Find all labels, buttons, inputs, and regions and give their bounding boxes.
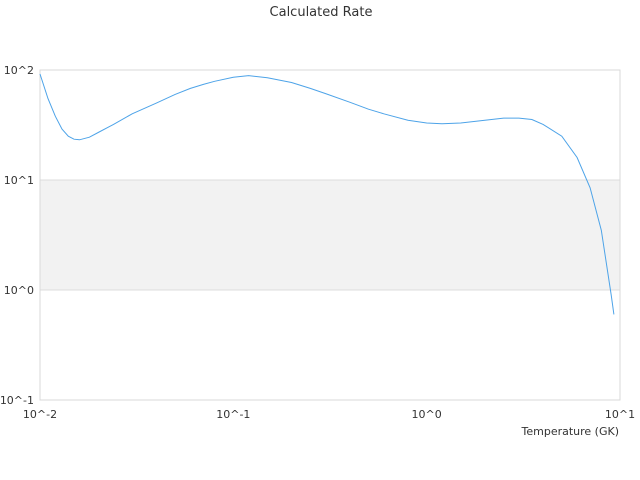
band [40, 180, 620, 290]
chart-title: Calculated Rate [270, 5, 373, 20]
y-tick-label: 10^2 [4, 64, 34, 77]
x-tick-label: 10^-1 [216, 408, 250, 421]
y-tick-label: 10^-1 [0, 394, 34, 407]
x-axis-label: Temperature (GK) [521, 425, 620, 438]
y-tick-label: 10^0 [4, 284, 34, 297]
x-tick-label: 10^-2 [23, 408, 57, 421]
x-axis-tick-labels: 10^-2 10^-1 10^0 10^1 [23, 408, 635, 421]
x-tick-label: 10^1 [605, 408, 635, 421]
y-axis-tick-labels: 10^-1 10^0 10^1 10^2 [0, 64, 34, 407]
background-bands [40, 180, 620, 290]
y-tick-label: 10^1 [4, 174, 34, 187]
x-tick-label: 10^0 [412, 408, 442, 421]
